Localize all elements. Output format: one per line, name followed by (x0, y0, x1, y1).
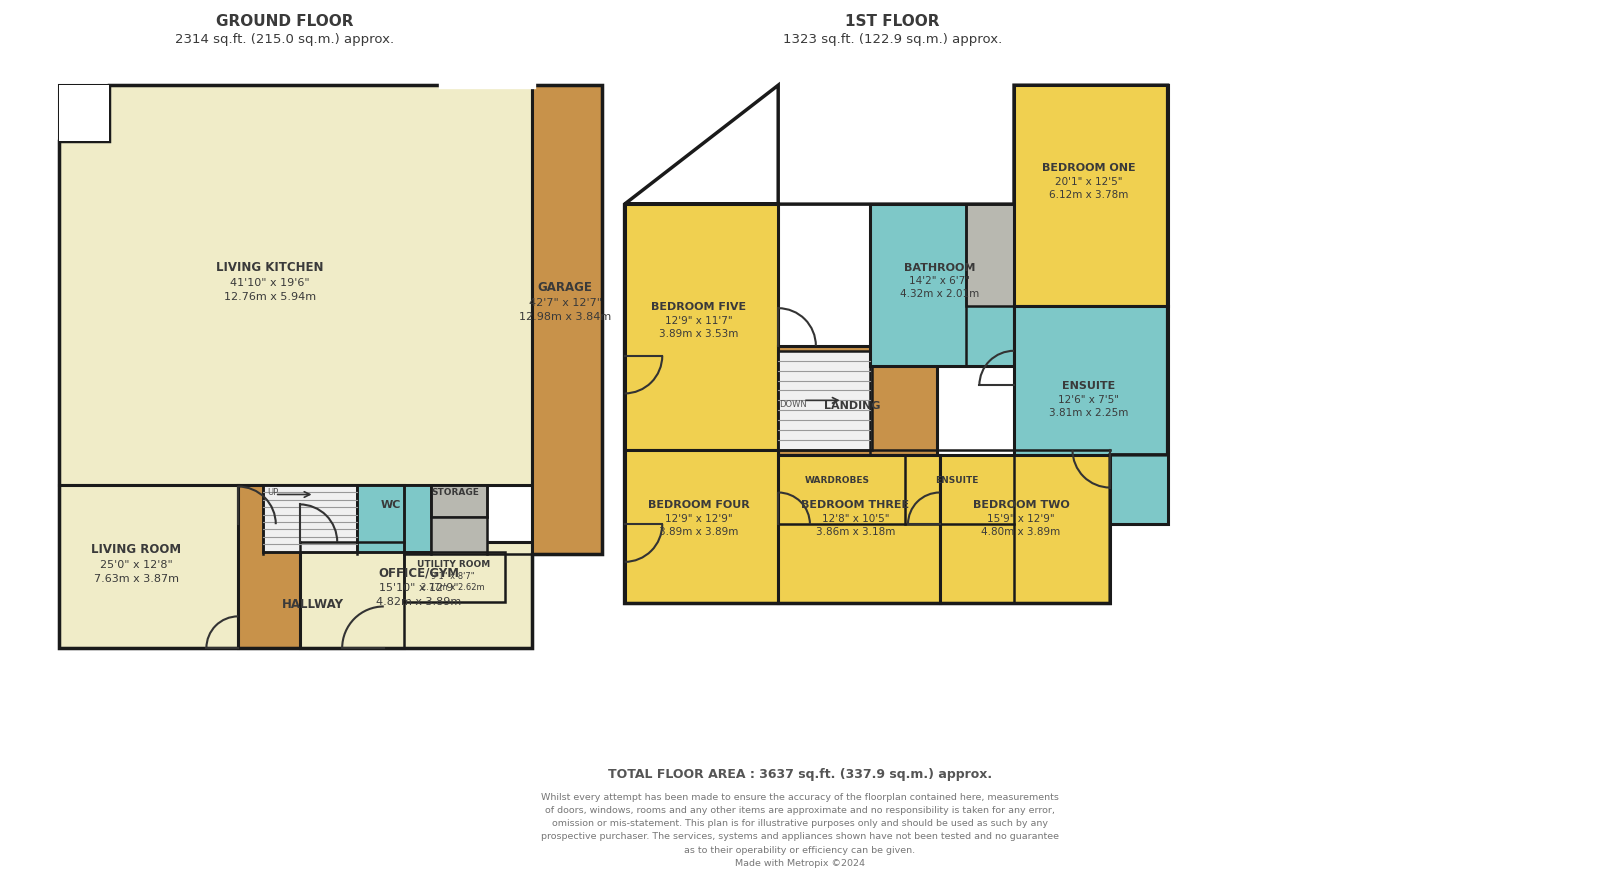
Text: 12.76m x 5.94m: 12.76m x 5.94m (224, 292, 315, 302)
Text: BATHROOM: BATHROOM (904, 262, 976, 272)
Text: 6.12m x 3.78m: 6.12m x 3.78m (1048, 190, 1128, 200)
Bar (966, 205, 1014, 307)
Text: 14'2" x 6'7": 14'2" x 6'7" (909, 276, 970, 286)
Text: 15'9" x 12'9": 15'9" x 12'9" (987, 514, 1054, 524)
Bar (59, 86, 109, 142)
Bar (238, 485, 403, 649)
Bar (624, 205, 778, 450)
Bar (357, 485, 432, 552)
Text: LIVING KITCHEN: LIVING KITCHEN (216, 260, 323, 274)
Text: 2.77m x 2.62m: 2.77m x 2.62m (421, 582, 485, 592)
Text: 2314 sq.ft. (215.0 sq.m.) approx.: 2314 sq.ft. (215.0 sq.m.) approx. (174, 33, 394, 46)
Bar (59, 86, 533, 485)
Text: TOTAL FLOOR AREA : 3637 sq.ft. (337.9 sq.m.) approx.: TOTAL FLOOR AREA : 3637 sq.ft. (337.9 sq… (608, 767, 992, 781)
Bar (533, 86, 602, 555)
Bar (1014, 307, 1168, 525)
Bar (432, 485, 486, 517)
Text: DOWN: DOWN (779, 400, 806, 408)
Text: 42'7" x 12'7": 42'7" x 12'7" (528, 298, 602, 308)
Bar (870, 205, 1014, 366)
Text: 12'8" x 10'5": 12'8" x 10'5" (822, 514, 890, 524)
Text: WARDROBES: WARDROBES (805, 476, 870, 485)
Bar (778, 455, 939, 604)
Text: BEDROOM TWO: BEDROOM TWO (973, 500, 1069, 509)
Text: 12'9" x 12'9": 12'9" x 12'9" (666, 514, 733, 524)
Text: HALLWAY: HALLWAY (282, 597, 344, 610)
Text: 4.32m x 2.01m: 4.32m x 2.01m (901, 289, 979, 299)
Text: Whilst every attempt has been made to ensure the accuracy of the floorplan conta: Whilst every attempt has been made to en… (541, 792, 1059, 867)
Text: LANDING: LANDING (824, 400, 880, 411)
Text: ENSUITE: ENSUITE (934, 476, 978, 485)
Text: GARAGE: GARAGE (538, 281, 592, 293)
Bar (624, 450, 778, 604)
Text: BEDROOM FOUR: BEDROOM FOUR (648, 500, 750, 509)
Bar (778, 346, 936, 455)
Text: 12'6" x 7'5": 12'6" x 7'5" (1058, 395, 1118, 405)
Text: BEDROOM FIVE: BEDROOM FIVE (651, 302, 747, 312)
Text: UP: UP (267, 487, 278, 496)
Bar (403, 552, 504, 602)
Text: WC: WC (381, 500, 402, 509)
Bar (778, 455, 906, 525)
Text: 9'1" x 8'7": 9'1" x 8'7" (432, 571, 475, 580)
Bar (432, 517, 486, 555)
Text: 15'10" x 12'9": 15'10" x 12'9" (379, 582, 458, 592)
Text: 20'1" x 12'5": 20'1" x 12'5" (1054, 177, 1122, 187)
Text: 12.98m x 3.84m: 12.98m x 3.84m (518, 312, 611, 322)
Text: 4.82m x 3.89m: 4.82m x 3.89m (376, 596, 461, 606)
Bar (59, 485, 238, 649)
Text: 12'9" x 11'7": 12'9" x 11'7" (666, 315, 733, 326)
Text: 7.63m x 3.87m: 7.63m x 3.87m (93, 573, 179, 583)
Text: STORAGE: STORAGE (432, 487, 478, 496)
Text: 3.89m x 3.89m: 3.89m x 3.89m (659, 526, 739, 537)
Text: OFFICE/GYM: OFFICE/GYM (378, 565, 459, 579)
Bar (906, 455, 1014, 525)
Bar (1014, 86, 1168, 307)
Text: ENSUITE: ENSUITE (1062, 381, 1115, 391)
Bar (778, 352, 872, 450)
Text: LIVING ROOM: LIVING ROOM (91, 543, 181, 556)
Bar (262, 485, 357, 552)
Text: 4.80m x 3.89m: 4.80m x 3.89m (981, 526, 1061, 537)
Text: 41'10" x 19'6": 41'10" x 19'6" (230, 278, 310, 288)
Text: 3.81m x 2.25m: 3.81m x 2.25m (1048, 408, 1128, 418)
Text: 3.86m x 3.18m: 3.86m x 3.18m (816, 526, 894, 537)
Bar (939, 455, 1110, 604)
Text: 1ST FLOOR: 1ST FLOOR (845, 14, 939, 29)
Text: GROUND FLOOR: GROUND FLOOR (216, 14, 354, 29)
Text: 1323 sq.ft. (122.9 sq.m.) approx.: 1323 sq.ft. (122.9 sq.m.) approx. (782, 33, 1002, 46)
Text: UTILITY ROOM: UTILITY ROOM (416, 560, 490, 569)
Text: BEDROOM ONE: BEDROOM ONE (1042, 163, 1134, 174)
Bar (299, 542, 533, 649)
Text: 3.89m x 3.53m: 3.89m x 3.53m (659, 329, 739, 338)
Text: BEDROOM THREE: BEDROOM THREE (802, 500, 909, 509)
Text: 25'0" x 12'8": 25'0" x 12'8" (99, 559, 173, 569)
